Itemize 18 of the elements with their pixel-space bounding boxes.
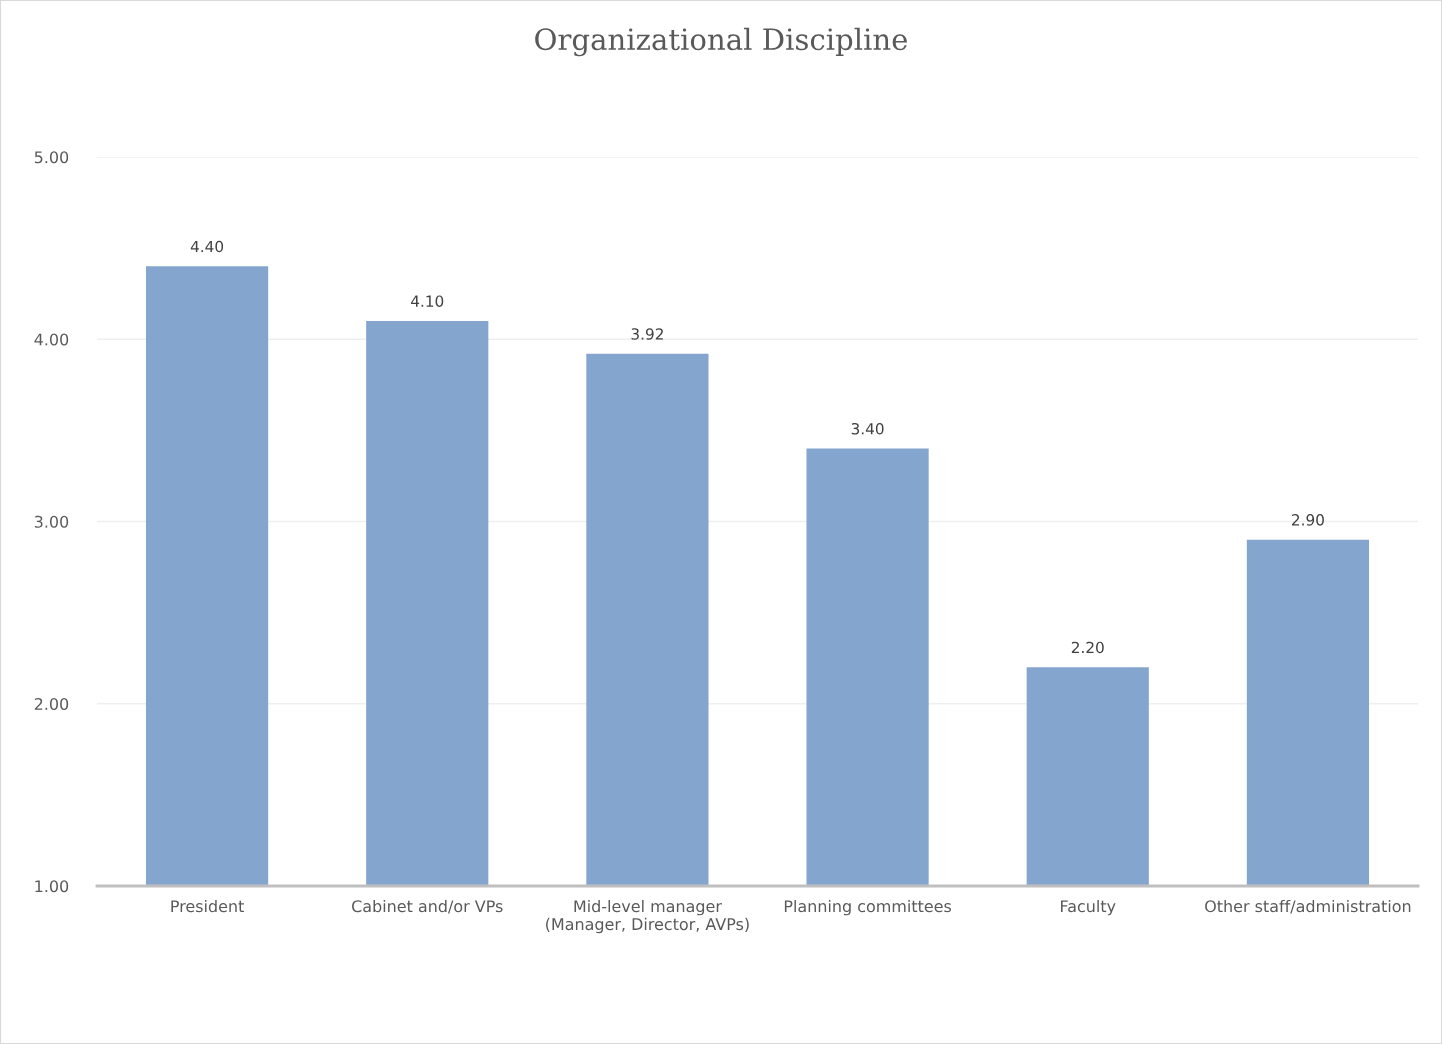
chart-title: Organizational Discipline bbox=[535, 27, 907, 57]
data-label: 4.40 bbox=[190, 240, 224, 253]
data-label: 3.40 bbox=[851, 422, 884, 435]
x-tick-label: Planning committees bbox=[784, 899, 952, 916]
x-tick-label: President bbox=[171, 899, 244, 913]
data-label: 3.92 bbox=[631, 328, 663, 340]
x-tick-label: Other staff/administration bbox=[1205, 899, 1411, 914]
y-tick-label: 4.00 bbox=[34, 333, 69, 346]
data-label: 4.10 bbox=[410, 295, 444, 307]
x-tick-label: Cabinet and/or VPs bbox=[352, 899, 503, 914]
y-tick-label: 3.00 bbox=[34, 515, 69, 528]
data-label: 2.20 bbox=[1071, 641, 1104, 654]
y-tick-label: 1.00 bbox=[35, 880, 69, 893]
x-tick-label: Mid-level manager (Manager, Director, AVPs) bbox=[546, 899, 749, 934]
y-tick-label: 5.00 bbox=[34, 151, 69, 164]
data-label: 2.90 bbox=[1292, 514, 1324, 526]
y-tick-label: 2.00 bbox=[34, 697, 69, 711]
x-tick-label: Faculty bbox=[1061, 899, 1116, 916]
